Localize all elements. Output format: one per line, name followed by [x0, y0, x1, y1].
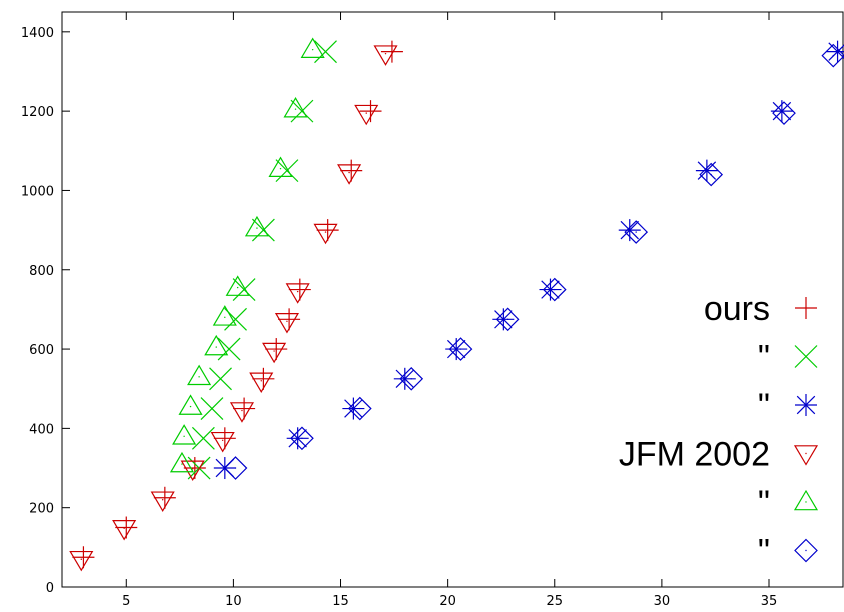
legend-label: ": [758, 339, 770, 377]
data-point: [347, 396, 372, 421]
x-tick-label: 20: [439, 594, 456, 609]
axes: [61, 11, 844, 588]
data-point: [229, 402, 255, 423]
y-tick-label: 1000: [21, 184, 54, 199]
data-point: [340, 159, 363, 182]
data-point: [223, 456, 248, 480]
data-point: [448, 337, 473, 361]
plot-frame: [61, 11, 844, 588]
data-points: [69, 37, 844, 572]
data-point: [232, 278, 256, 302]
data-point: [249, 372, 274, 393]
data-point: [169, 451, 195, 473]
data-point: [275, 159, 299, 183]
data-point: [180, 460, 205, 482]
x-tick-label: 30: [654, 594, 671, 609]
data-point: [772, 101, 796, 125]
legend-marker: [795, 297, 817, 319]
y-tick-label: 1200: [21, 105, 54, 120]
data-point: [290, 426, 314, 451]
data-point: [233, 397, 256, 420]
series-4: [169, 37, 325, 473]
legend-marker: [793, 445, 819, 466]
data-point: [200, 397, 224, 420]
x-tick-label: 25: [546, 594, 563, 609]
data-point: [542, 277, 567, 302]
data-point: [69, 550, 94, 572]
x-tick-label: 15: [332, 594, 349, 609]
data-point: [191, 426, 215, 450]
data-point: [283, 96, 308, 118]
legend-label: ": [758, 484, 770, 522]
legend-marker: [794, 345, 818, 368]
legend-marker: [793, 489, 819, 511]
y-tick-label: 800: [29, 264, 54, 279]
x-tick-label: 35: [761, 594, 778, 609]
data-point: [178, 394, 203, 415]
y-tick-label: 400: [29, 422, 54, 437]
series-1: [187, 40, 337, 480]
data-point: [72, 546, 95, 569]
data-point: [359, 100, 382, 123]
data-point: [187, 364, 212, 386]
data-point: [290, 99, 314, 123]
data-point: [278, 308, 301, 331]
data-point: [695, 159, 718, 182]
y-tick-label: 600: [29, 343, 54, 358]
data-point: [213, 427, 236, 450]
data-point: [314, 40, 337, 64]
series-2: [213, 40, 844, 480]
data-point: [373, 45, 398, 66]
data-point: [153, 486, 176, 509]
data-point: [624, 220, 649, 244]
data-point: [699, 162, 724, 187]
legend: ours " " JFM 2002 " ": [619, 290, 819, 571]
data-point: [209, 367, 232, 391]
legend-marker: [794, 538, 818, 563]
legend-label: ours: [704, 290, 770, 328]
data-point: [821, 43, 844, 68]
data-point: [316, 219, 339, 242]
data-point: [399, 366, 424, 391]
data-point: [251, 218, 275, 242]
x-tick-label: 10: [225, 594, 242, 609]
series-5: [223, 43, 844, 480]
x-tick-label: 5: [122, 594, 130, 609]
data-point: [285, 283, 310, 304]
legend-label: ": [758, 387, 770, 425]
data-point: [217, 337, 241, 361]
data-point: [262, 342, 287, 364]
tick-labels: 5 10 15 20 25 30 35 0 200 400 600 800 1000 1200 1400: [21, 26, 777, 609]
data-point: [495, 307, 520, 332]
data-point: [204, 334, 229, 356]
legend-marker: [795, 394, 817, 416]
data-point: [380, 40, 403, 63]
data-point: [313, 223, 338, 245]
data-point: [354, 104, 379, 126]
y-tick-label: 1400: [21, 26, 54, 41]
data-point: [268, 156, 293, 177]
data-point: [274, 313, 300, 334]
data-point: [288, 278, 311, 301]
data-point: [265, 338, 288, 361]
data-point: [172, 424, 197, 445]
series-0: [72, 40, 403, 569]
data-point: [225, 275, 250, 296]
data-point: [112, 520, 137, 541]
legend-label: ": [758, 533, 770, 571]
data-point: [342, 397, 365, 420]
data-point: [212, 305, 237, 326]
y-tick-label: 200: [29, 502, 54, 517]
data-point: [210, 431, 235, 453]
y-tick-label: 0: [46, 581, 54, 596]
legend-label: JFM 2002: [619, 436, 770, 474]
data-point: [244, 215, 270, 237]
data-point: [393, 367, 416, 390]
data-point: [150, 491, 175, 512]
data-point: [252, 367, 275, 390]
data-point: [337, 164, 362, 185]
series-3: [69, 45, 398, 572]
data-point: [300, 37, 325, 58]
